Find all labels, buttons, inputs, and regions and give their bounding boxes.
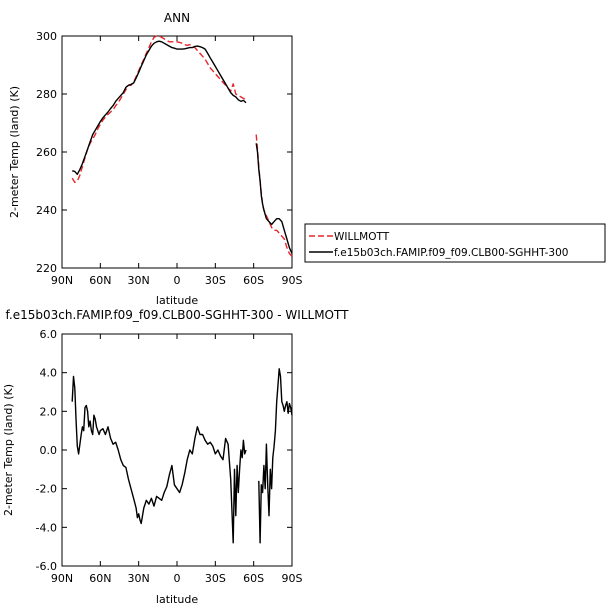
top-panel: ANN 90N 60N 30N 0 30S 60S 90S 220 240 260 280 300 lat… [8, 11, 606, 307]
legend-label-0: WILLMOTT [334, 231, 390, 243]
x-tick-label: 90N [51, 274, 73, 287]
chart-title: f.e15b03ch.FAMIP.f09_f09.CLB00-SGHHT-300… [6, 308, 350, 322]
x-tick-label: 0 [174, 572, 181, 585]
y-tick-label: 4.0 [40, 367, 58, 380]
x-tick-label: 30N [128, 274, 150, 287]
x-tick-label: 90S [282, 274, 303, 287]
series-line-1 [255, 143, 293, 254]
y-tick-label: -2.0 [36, 483, 57, 496]
legend-label-1: f.e15b03ch.FAMIP.f09_f09.CLB00-SGHHT-300 [334, 247, 568, 259]
series-line-0 [255, 134, 293, 257]
x-tick-label: 30S [205, 274, 226, 287]
y-tick-label: 0.0 [40, 444, 58, 457]
y-axis-label: 2-meter Temp (land) (K) [2, 384, 15, 516]
x-tick-label: 60S [243, 274, 264, 287]
series-line-0 [258, 368, 293, 544]
plot-frame [61, 333, 293, 567]
series-line-0 [71, 375, 247, 544]
x-tick-label: 60S [243, 572, 264, 585]
y-tick-label: 260 [36, 146, 57, 159]
y-tick-label: 240 [36, 204, 57, 217]
legend-box [304, 223, 606, 263]
x-tick-label: 90N [51, 572, 73, 585]
y-tick-label: -6.0 [36, 560, 57, 573]
y-tick-label: 2.0 [40, 405, 58, 418]
y-axis-label: 2-meter Temp (land) (K) [8, 86, 21, 218]
x-axis-label: latitude [156, 294, 198, 307]
y-tick-label: 280 [36, 88, 57, 101]
x-tick-label: 30S [205, 572, 226, 585]
y-tick-label: 220 [36, 262, 57, 275]
x-axis-label: latitude [156, 593, 198, 606]
x-tick-label: 60N [89, 572, 111, 585]
x-tick-label: 90S [282, 572, 303, 585]
y-tick-label: 6.0 [40, 328, 58, 341]
series-line-1 [72, 40, 247, 176]
y-tick-label: 300 [36, 30, 57, 43]
x-tick-label: 0 [174, 274, 181, 287]
series-line-0 [71, 35, 247, 184]
legend: WILLMOTT f.e15b03ch.FAMIP.f09_f09.CLB00-S… [304, 223, 606, 263]
x-tick-label: 60N [89, 274, 111, 287]
x-tick-label: 30N [128, 572, 150, 585]
bottom-panel: f.e15b03ch.FAMIP.f09_f09.CLB00-SGHHT-300… [2, 308, 349, 606]
y-tick-label: -4.0 [36, 521, 57, 534]
chart-title: ANN [164, 11, 190, 25]
